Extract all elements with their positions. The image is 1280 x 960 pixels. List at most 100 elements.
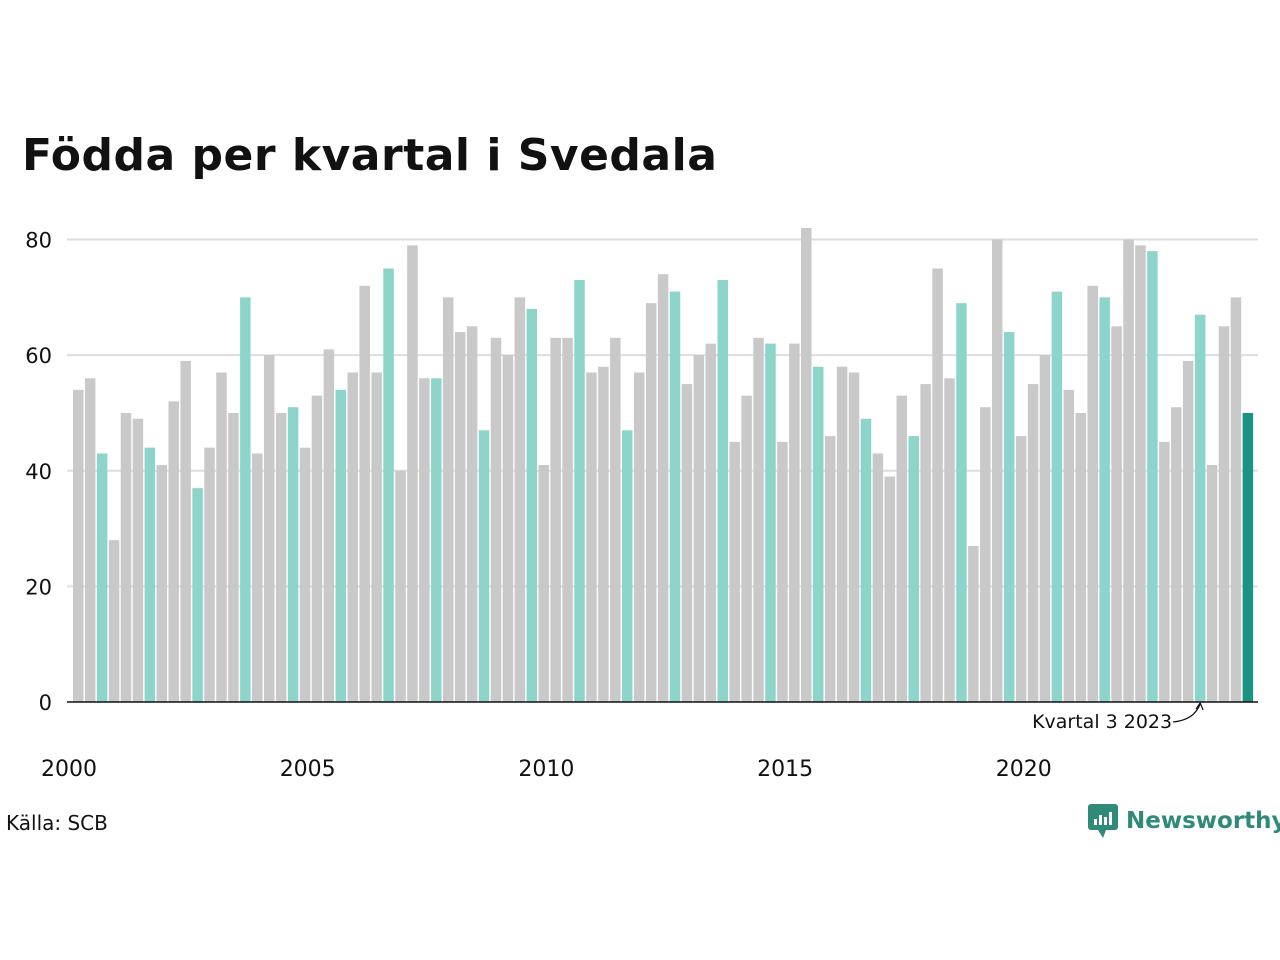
bar [598,366,609,702]
bar [860,418,872,702]
bar [789,343,800,702]
bar [192,488,203,702]
annotation-label: Kvartal 3 2023 [1032,711,1172,733]
bar [120,412,132,702]
bar [944,378,955,702]
bar [371,372,382,702]
annotation: Kvartal 3 2023 [1032,701,1204,733]
bar [454,332,466,702]
bar [431,378,442,702]
bar [263,355,275,702]
bar [645,303,657,702]
bar [538,465,549,702]
bar [502,355,514,702]
y-tick-label: 20 [25,575,52,599]
bar [550,337,561,702]
bar [812,366,824,702]
bar [1135,245,1146,702]
bar [252,453,263,702]
bar [359,285,370,702]
bar [156,465,168,702]
x-tick-label: 2010 [518,757,574,782]
bar [144,447,156,702]
bar [287,407,299,702]
bar [991,239,1003,702]
bar [753,337,764,702]
bar [180,360,191,702]
bar [574,280,585,702]
bar [1003,332,1015,702]
bar [419,378,430,702]
bars [73,228,1254,702]
bar [693,355,705,702]
y-tick-label: 0 [39,691,52,715]
bar [335,389,347,702]
bar [920,384,931,702]
annotation-arrowhead [1195,701,1204,711]
bar [824,436,836,702]
bar [1039,355,1051,702]
x-tick-label: 2020 [996,757,1052,782]
y-tick-label: 60 [25,344,52,368]
bar [717,280,728,702]
bar [1015,436,1027,702]
bar [1123,239,1134,702]
x-tick-label: 2000 [41,757,97,782]
chart-title: Födda per kvartal i Svedala [22,130,718,181]
bar [347,372,359,702]
bar [490,337,502,702]
bar [633,372,645,702]
bar [1111,326,1122,702]
bar [1159,441,1170,702]
bar [622,430,633,702]
bar [1147,251,1158,702]
axes: 0 20 40 60 80 2000 2005 2010 2015 2020 [25,229,1258,782]
x-tick-label: 2005 [280,757,336,782]
bar [1218,326,1230,702]
bar [514,297,526,702]
bar [801,228,812,702]
bar [741,395,752,702]
bar [1194,314,1206,702]
bar [275,412,287,702]
bar [765,343,776,702]
bar [1171,407,1182,702]
y-tick-label: 40 [25,460,52,484]
bar [73,389,84,702]
bar [1063,389,1075,702]
bar [466,326,478,702]
bar [108,540,120,702]
bar [586,372,597,702]
bar [1099,297,1110,702]
bar [681,384,693,702]
bar [1087,285,1098,702]
bar [956,303,967,702]
bar [562,337,573,702]
bar [657,274,669,702]
bar [1027,384,1039,702]
bar [132,418,144,702]
brand-logo: Newsworthy [1088,804,1280,838]
bar [323,349,335,702]
bar [228,412,239,702]
bar [526,308,538,702]
bar [968,545,979,702]
bar [669,291,681,702]
bar [204,447,215,702]
bar [705,343,717,702]
annotation-arrow [1173,703,1201,723]
bar [383,268,394,702]
bar [478,430,490,702]
source-note: Källa: SCB [6,811,108,835]
bar [908,436,919,702]
bar [777,441,788,702]
bar [299,447,311,702]
bar [610,337,621,702]
bar [836,366,848,702]
bar [395,470,406,702]
bar [1051,291,1063,702]
x-tick-label: 2015 [757,757,813,782]
bar [84,378,96,702]
bar [216,372,227,702]
